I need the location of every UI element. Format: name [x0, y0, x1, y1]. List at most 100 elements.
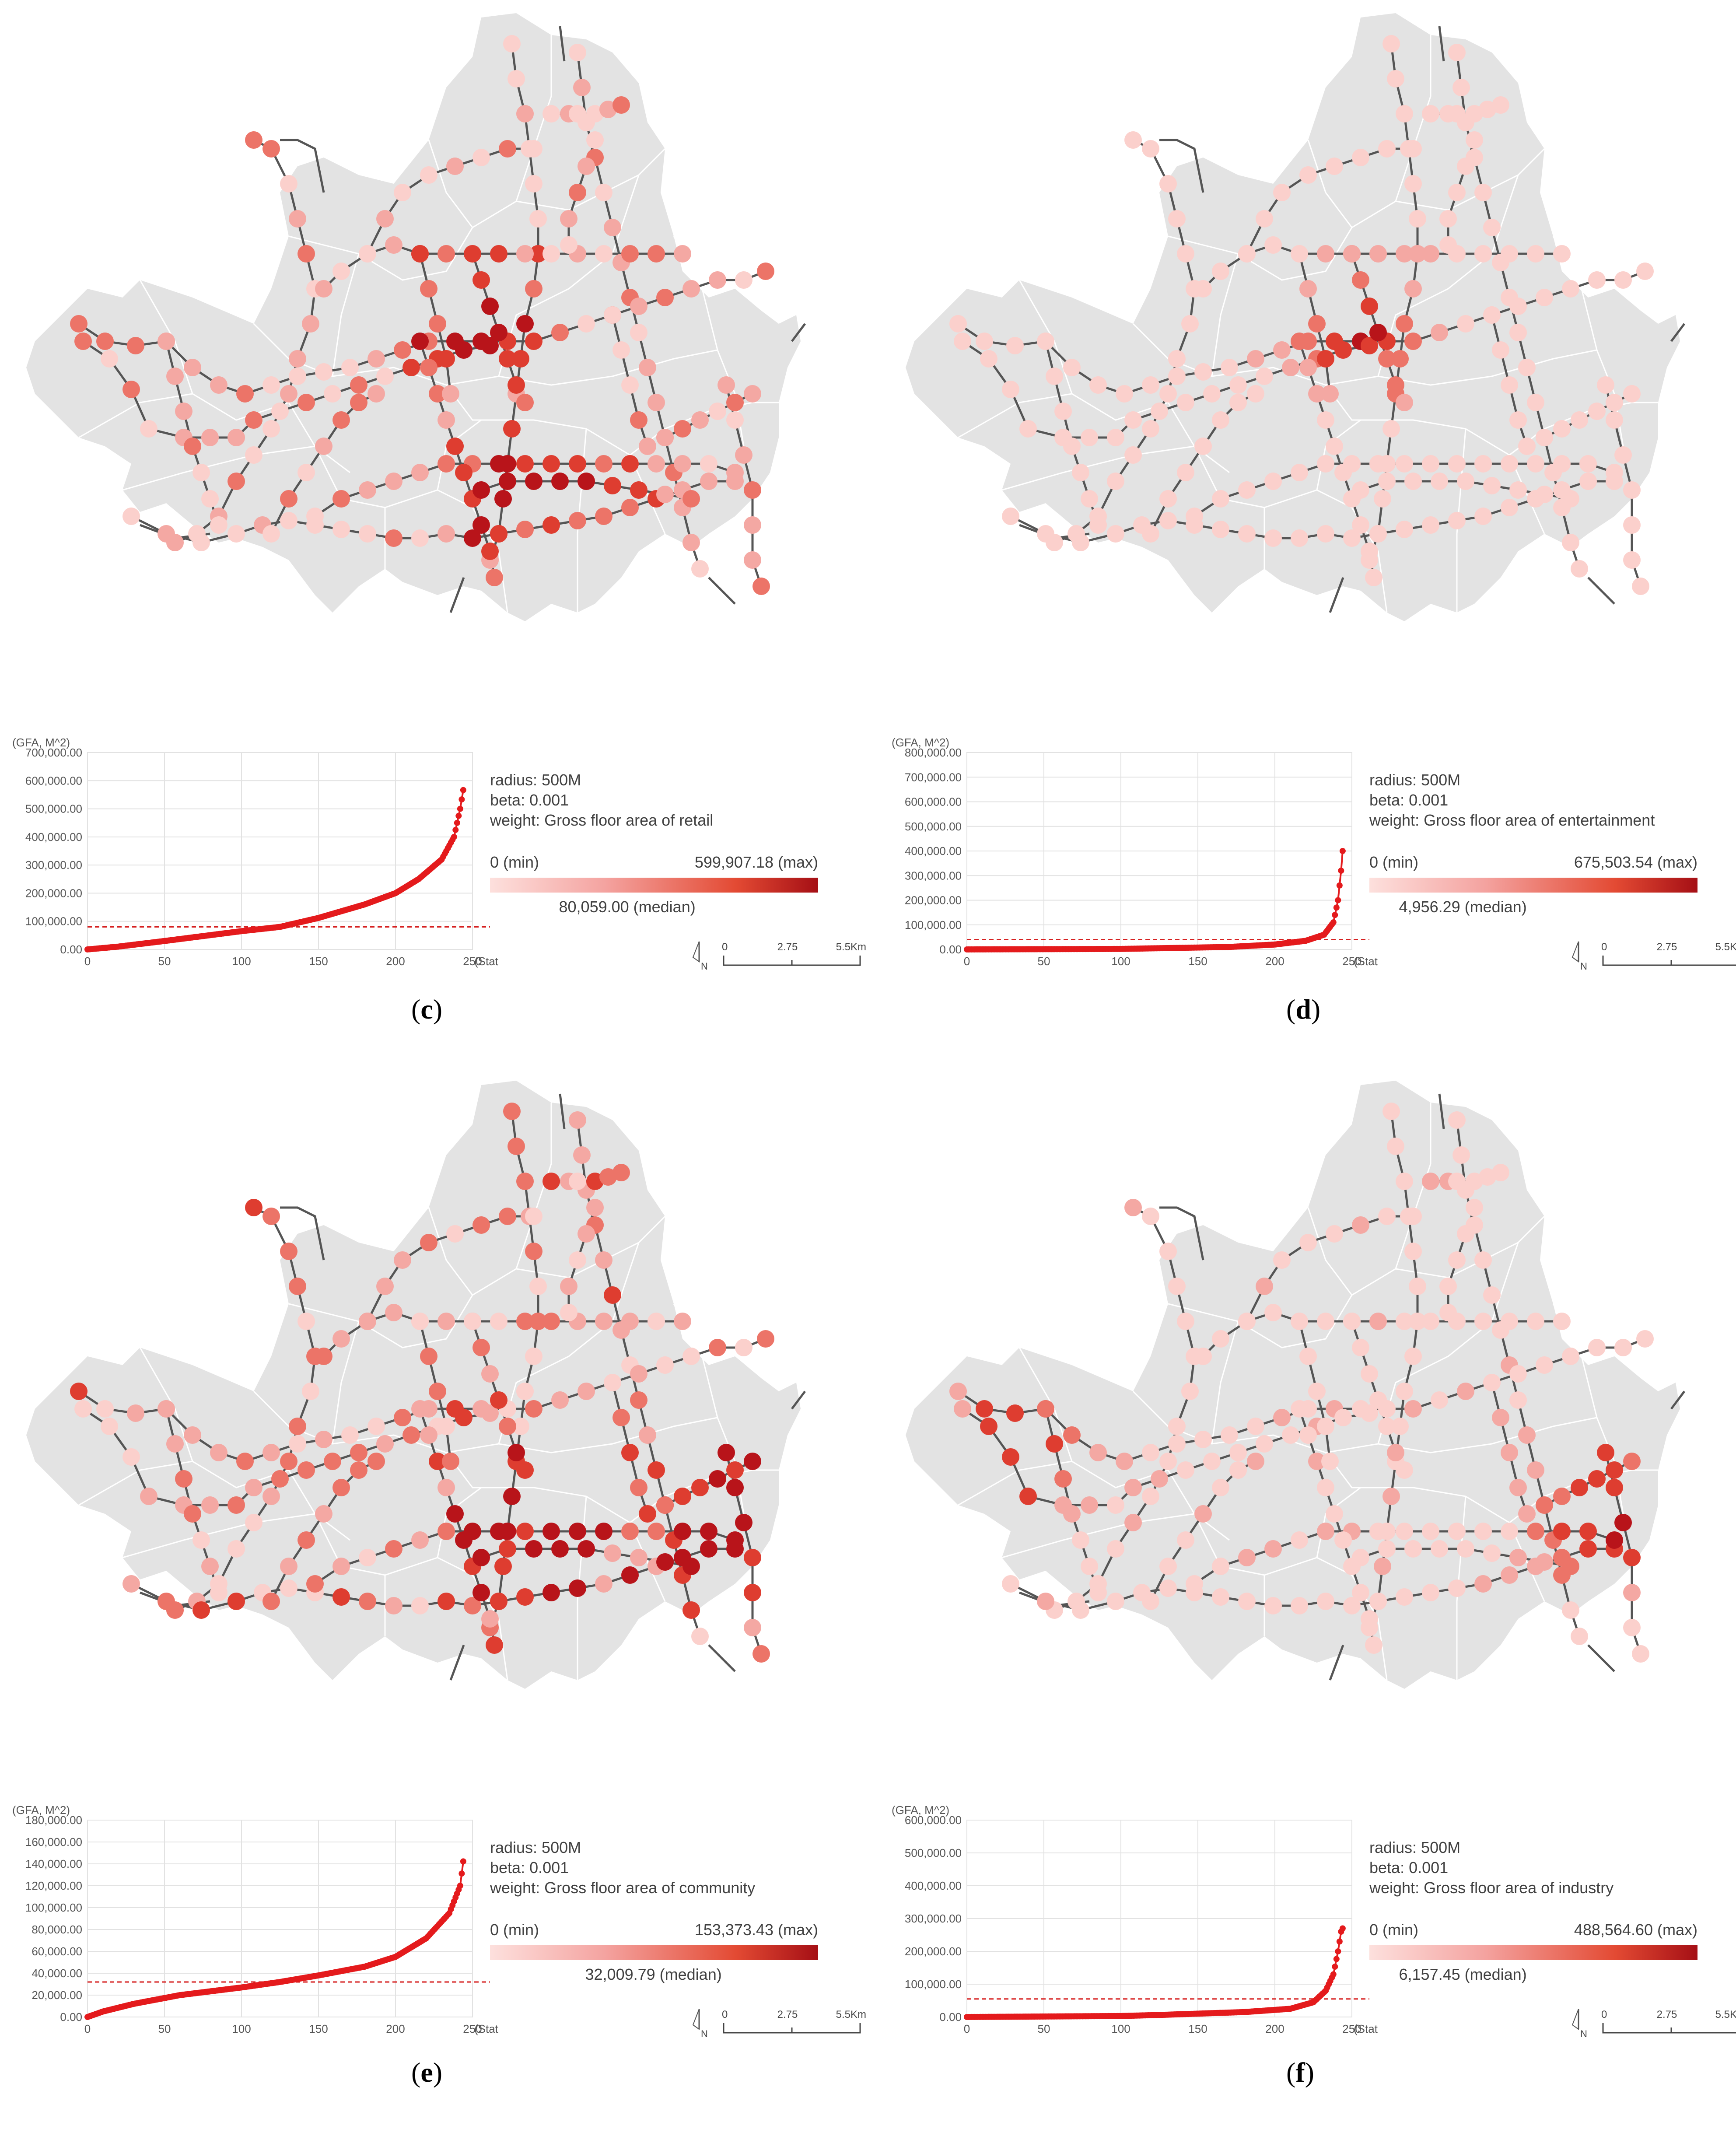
station-dot	[735, 1514, 752, 1531]
station-dot	[332, 490, 350, 508]
station-dot	[604, 306, 621, 324]
station-dot	[578, 315, 595, 333]
station-dot	[1116, 385, 1133, 403]
station-dot	[228, 525, 245, 543]
station-dot	[1256, 368, 1273, 385]
data-point	[1333, 1956, 1340, 1962]
station-dot	[648, 455, 665, 473]
station-dot	[578, 473, 595, 490]
station-dot	[1571, 560, 1588, 578]
radius-label: radius: 500M	[1369, 771, 1461, 789]
station-dot	[709, 403, 726, 420]
station-dot	[1081, 429, 1098, 446]
station-dot	[438, 245, 455, 263]
x-tick-label: 150	[309, 2022, 328, 2035]
station-dot	[1186, 508, 1203, 525]
y-tick-label: 100,000.00	[905, 1978, 962, 1991]
station-dot	[954, 1400, 971, 1418]
station-dot	[1177, 1313, 1194, 1330]
station-dot	[1509, 1391, 1527, 1409]
district-boundaries	[906, 13, 1680, 621]
station-dot	[332, 521, 350, 538]
station-dot	[1466, 131, 1483, 149]
station-dot	[1509, 411, 1527, 429]
station-dot	[262, 420, 280, 438]
station-dot	[1396, 521, 1413, 538]
district-border	[1307, 140, 1353, 228]
station-dot	[1509, 1549, 1527, 1566]
station-dot	[1378, 1418, 1396, 1435]
station-dot	[429, 385, 446, 403]
station-dot	[332, 1479, 350, 1496]
station-dot	[980, 350, 998, 368]
station-dot	[1518, 438, 1536, 455]
subway-line-segment	[708, 577, 736, 605]
station-dot	[1614, 446, 1632, 464]
station-dot	[735, 446, 752, 464]
station-dot	[656, 1356, 674, 1374]
station-dot	[74, 1400, 92, 1418]
station-dot	[481, 1404, 499, 1422]
y-tick-label: 500,000.00	[905, 820, 962, 833]
x-tick-label: 100	[232, 955, 251, 968]
station-dot	[411, 529, 429, 547]
station-dot	[1247, 385, 1264, 403]
station-dot	[1474, 1251, 1492, 1269]
station-dot	[1606, 1461, 1623, 1479]
station-dot	[1369, 1391, 1387, 1409]
station-dot	[1492, 96, 1509, 114]
station-dot	[1124, 446, 1142, 464]
y-tick-label: 700,000.00	[25, 746, 82, 759]
station-dot	[1177, 394, 1194, 411]
station-dot	[1321, 385, 1339, 403]
station-dot	[1361, 1365, 1378, 1383]
station-dot	[1387, 376, 1404, 394]
y-tick-label: 100,000.00	[905, 918, 962, 931]
station-dot	[446, 438, 464, 455]
subway-line-segment	[1670, 1390, 1685, 1410]
station-dot	[1072, 534, 1089, 551]
station-dot	[1317, 1313, 1334, 1330]
station-dot	[1579, 1523, 1597, 1540]
station-dot	[1579, 1540, 1597, 1558]
station-dot	[1238, 245, 1256, 263]
station-dot	[1422, 245, 1439, 263]
station-dot	[578, 1383, 595, 1400]
station-dot	[516, 315, 534, 333]
station-dot	[289, 1278, 306, 1295]
station-dot	[438, 1313, 455, 1330]
station-dot	[455, 1409, 472, 1426]
station-dot	[420, 1348, 438, 1365]
station-dot	[420, 1426, 438, 1444]
station-dot	[394, 1409, 411, 1426]
station-dot	[1037, 333, 1054, 350]
station-dot	[516, 1461, 534, 1479]
station-dot	[1448, 44, 1466, 61]
station-dot	[508, 376, 525, 394]
station-dot	[595, 1313, 612, 1330]
station-dot	[96, 1400, 114, 1418]
y-tick-label: 500,000.00	[905, 1846, 962, 1859]
station-dot	[726, 411, 744, 429]
x-axis-label: (Station)	[474, 955, 499, 968]
station-dot	[1006, 337, 1024, 354]
station-dot	[1536, 1553, 1553, 1571]
data-curve	[967, 1928, 1344, 2018]
station-dot	[1142, 140, 1159, 158]
station-dot	[621, 1444, 639, 1461]
station-dot	[350, 1444, 368, 1461]
station-dot	[302, 315, 319, 333]
station-dot	[1291, 1313, 1308, 1330]
svg-text:0: 0	[722, 2009, 728, 2020]
station-dot	[551, 1391, 569, 1409]
station-dot	[1308, 1453, 1326, 1470]
subway-line-segment	[1587, 577, 1615, 605]
station-dot	[1588, 1470, 1606, 1488]
station-dot	[1623, 1453, 1641, 1470]
north-arrow-icon: N	[692, 2009, 708, 2039]
station-dot	[262, 525, 280, 543]
station-dot	[691, 411, 709, 429]
station-dot	[630, 324, 648, 341]
station-dot	[718, 376, 735, 394]
station-dot	[1588, 271, 1606, 289]
